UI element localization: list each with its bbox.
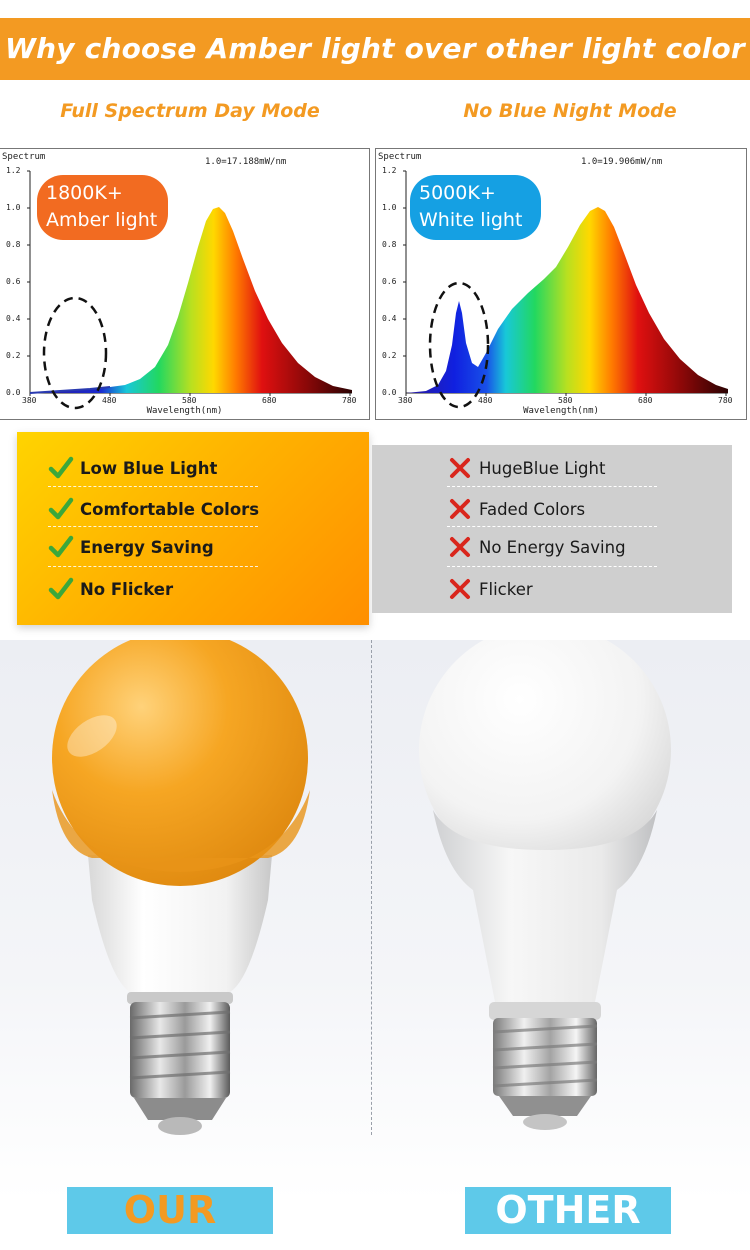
divider-line [447,486,657,487]
check-icon [48,497,74,520]
spectrum-axis-title: Spectrum [378,152,422,162]
feature-label: Energy Saving [80,537,214,557]
y-tick: 1.2 [6,166,21,175]
feature-label: No Energy Saving [479,537,626,557]
feature-label: Flicker [479,579,533,599]
y-tick: 0.6 [382,277,397,286]
x-tick: 380 [22,396,37,405]
feature-label: No Flicker [80,579,174,599]
spectrum-x-label: Wavelength(nm) [146,406,223,416]
feature-item: Low Blue Light [48,453,217,483]
feature-label: Low Blue Light [80,458,218,478]
other-product-label: OTHER [465,1187,671,1234]
y-tick: 1.0 [6,203,21,212]
divider-line [447,526,657,527]
y-tick: 0.4 [382,314,397,323]
amber-bulb-image [52,640,310,1135]
feature-item: HugeBlue Light [447,453,605,483]
y-tick: 0.2 [382,351,397,360]
spectrum-chart-white: Spectrum 1.0=19.906mW/nm 1.2 1.0 0.8 0.6… [375,148,747,420]
page-title: Why choose Amber light over other light … [5,32,745,65]
cross-icon [450,499,470,519]
check-icon [48,577,74,600]
y-tick: 0.8 [382,240,397,249]
spectrum-x-label: Wavelength(nm) [523,406,599,416]
feature-item: Flicker [447,574,533,604]
feature-label: Comfortable Colors [80,499,260,519]
divider-line [48,566,258,567]
our-features-panel [17,432,369,625]
mode-title-day: Full Spectrum Day Mode [60,100,320,122]
check-icon [48,456,74,479]
x-tick: 380 [398,396,413,405]
badge-line2: Amber light [46,209,158,231]
y-tick: 0.2 [6,351,21,360]
check-icon [48,535,74,558]
feature-label: Faded Colors [479,499,586,519]
spectrum-peak-label: 1.0=17.188mW/nm [205,157,287,167]
feature-item: Comfortable Colors [48,494,259,524]
x-tick: 480 [102,396,117,405]
feature-item: Energy Saving [48,532,214,562]
color-temp-badge-white: 5000K+ White light [410,175,541,240]
x-tick: 580 [182,396,197,405]
x-tick: 780 [718,396,733,405]
y-tick: 1.2 [382,166,397,175]
badge-line1: 1800K+ [46,182,123,204]
spectrum-plot-white [403,170,728,409]
y-tick: 0.0 [382,388,397,397]
badge-line1: 5000K+ [419,182,496,204]
badge-line2: White light [419,209,523,231]
x-tick: 680 [638,396,653,405]
color-temp-badge-amber: 1800K+ Amber light [37,175,168,240]
feature-label: HugeBlue Light [479,458,606,478]
divider-line [48,486,258,487]
center-divider [371,640,372,1135]
y-tick: 1.0 [382,203,397,212]
our-product-label: OUR [67,1187,273,1234]
other-features-panel [372,445,732,613]
white-bulb-image [419,640,671,1130]
spectrum-plot-amber [27,170,352,410]
cross-icon [450,579,470,599]
mode-title-night: No Blue Night Mode [463,100,677,122]
header-banner: Why choose Amber light over other light … [0,18,750,80]
y-tick: 0.8 [6,240,21,249]
x-tick: 480 [478,396,493,405]
spectrum-chart-amber: Spectrum 1.0=17.188mW/nm 1.2 1.0 0.8 0.6… [0,148,370,420]
x-tick: 780 [342,396,357,405]
y-tick: 0.4 [6,314,21,323]
cross-icon [450,458,470,478]
feature-item: Faded Colors [447,494,585,524]
spectrum-axis-title: Spectrum [2,152,46,162]
spectrum-peak-label: 1.0=19.906mW/nm [581,157,663,167]
cross-icon [450,537,470,557]
y-tick: 0.6 [6,277,21,286]
x-tick: 580 [558,396,573,405]
x-tick: 680 [262,396,277,405]
feature-item: No Energy Saving [447,532,626,562]
divider-line [48,526,258,527]
feature-item: No Flicker [48,574,173,604]
y-tick: 0.0 [6,388,21,397]
divider-line [447,566,657,567]
